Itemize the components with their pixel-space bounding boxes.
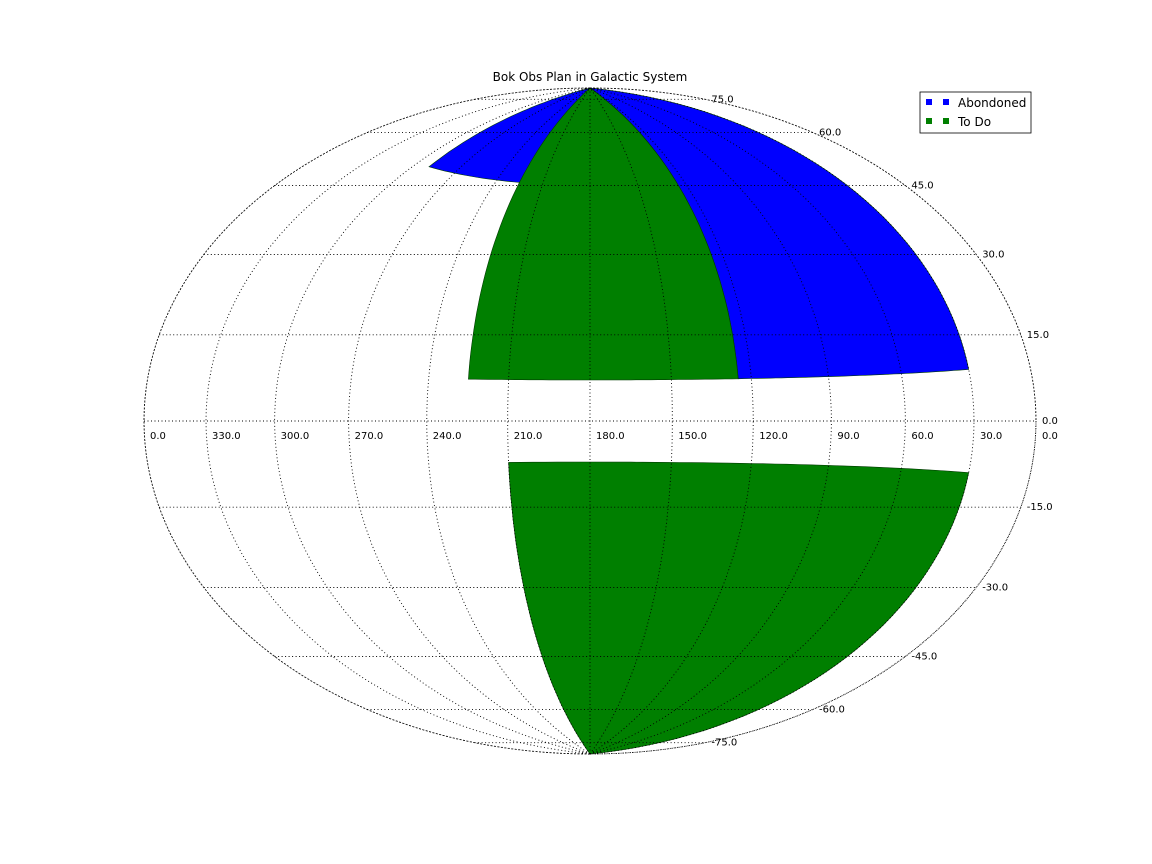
x-tick-label: 90.0 xyxy=(837,431,859,442)
grid-meridian xyxy=(507,87,591,755)
x-tick-label: 120.0 xyxy=(759,431,788,442)
x-tick-label: 0.0 xyxy=(150,431,166,442)
grid-layer xyxy=(143,87,1037,755)
legend-marker-abondoned xyxy=(943,99,949,105)
legend-frame xyxy=(919,91,1032,134)
x-tick-label: 30.0 xyxy=(980,431,1002,442)
series-layer xyxy=(428,88,970,754)
legend-label-abondoned: Abondoned xyxy=(958,96,1026,110)
x-tick-label: 270.0 xyxy=(355,431,384,442)
grid-boundary xyxy=(143,87,1037,755)
legend-marker-to-do xyxy=(943,118,949,124)
legend-marker-to-do xyxy=(926,118,932,124)
y-tick-label: -45.0 xyxy=(911,652,937,663)
y-tick-label: -75.0 xyxy=(711,738,737,749)
legend-label-to-do: To Do xyxy=(957,115,991,129)
x-tick-label: 210.0 xyxy=(514,431,543,442)
y-tick-label: -60.0 xyxy=(819,704,845,715)
grid-meridian xyxy=(589,87,832,755)
x-tick-label: 0.0 xyxy=(1042,431,1058,442)
y-tick-label: -30.0 xyxy=(982,583,1008,594)
y-tick-label: 0.0 xyxy=(1042,416,1058,427)
x-tick-label: 330.0 xyxy=(212,431,241,442)
y-tick-label: 15.0 xyxy=(1027,330,1049,341)
grid-meridian xyxy=(589,87,754,755)
grid-meridian xyxy=(589,87,673,755)
legend-marker-abondoned xyxy=(926,99,932,105)
y-tick-label: 45.0 xyxy=(911,181,933,192)
grid-meridian xyxy=(426,87,591,755)
x-tick-label: 300.0 xyxy=(281,431,310,442)
series-region xyxy=(468,88,739,381)
legend: Abondoned To Do xyxy=(919,91,1032,134)
x-tick-label: 240.0 xyxy=(433,431,462,442)
x-tick-label: 180.0 xyxy=(596,431,625,442)
y-tick-label: -15.0 xyxy=(1027,502,1053,513)
y-tick-label: 60.0 xyxy=(819,128,841,139)
x-tick-label: 150.0 xyxy=(678,431,707,442)
grid-meridian xyxy=(348,87,591,755)
y-tick-label: 75.0 xyxy=(711,94,733,105)
grid-meridian xyxy=(589,87,906,755)
grid-meridian xyxy=(589,87,1037,755)
x-tick-label: 60.0 xyxy=(911,431,933,442)
chart-title: Bok Obs Plan in Galactic System xyxy=(493,70,688,84)
tick-layer: 0.0 330.0 300.0 270.0 240.0 210.0 180.0 150.0 12… xyxy=(150,94,1058,748)
grid-meridian xyxy=(274,87,591,755)
y-tick-label: 30.0 xyxy=(982,250,1004,261)
